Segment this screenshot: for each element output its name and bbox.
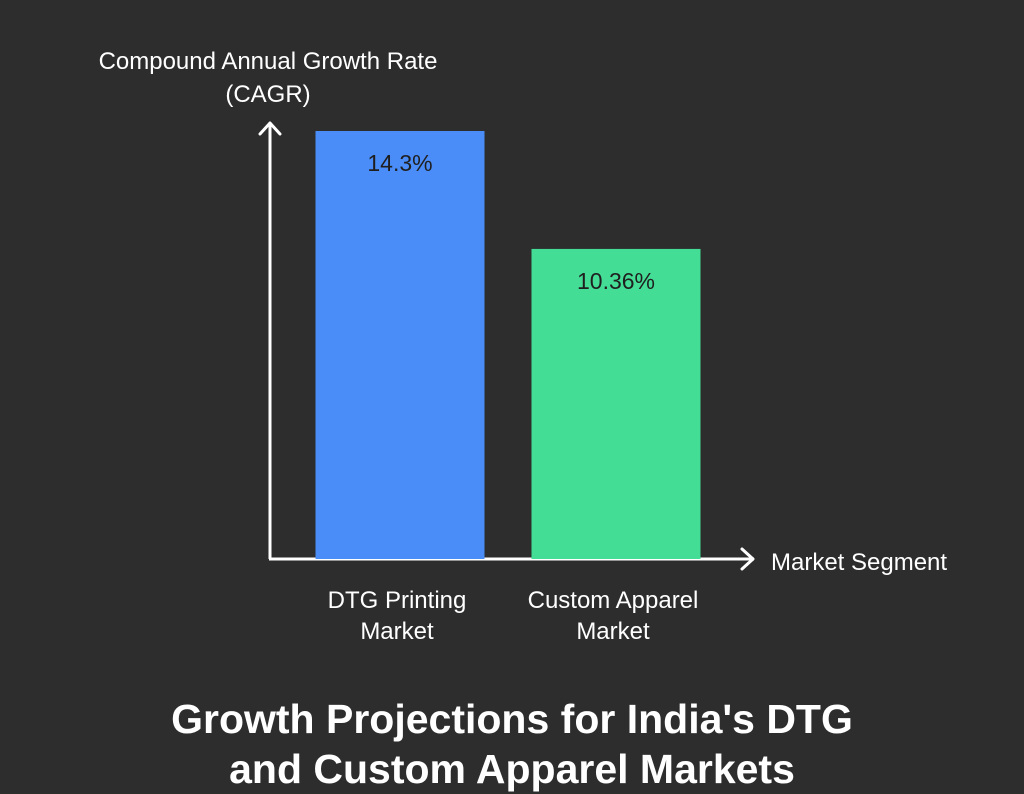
bar-dtg-printing-market [315, 131, 485, 559]
x-tick-label-dtg-printing-line-1: DTG Printing [328, 587, 467, 614]
chart-title-line-1: Growth Projections for India's DTG [171, 696, 853, 742]
chart-title-line-2: and Custom Apparel Markets [229, 746, 795, 792]
y-axis-arrowhead [258, 121, 282, 136]
data-label-dtg-printing-market: 14.3% [367, 150, 432, 176]
bar-chart: Compound Annual Growth Rate (CAGR) Marke… [99, 48, 948, 645]
data-label-custom-apparel-market: 10.36% [577, 268, 655, 294]
x-tick-label-custom-apparel-line-2: Market [576, 618, 650, 645]
chart-title: Growth Projections for India's DTG and C… [0, 694, 1024, 794]
x-axis-arrowhead [740, 547, 755, 571]
x-tick-label-dtg-printing-line-2: Market [360, 618, 434, 645]
bar-custom-apparel-market [531, 248, 701, 559]
bars-group: 14.3% 10.36% [315, 131, 701, 559]
x-tick-label-custom-apparel-line-1: Custom Apparel [528, 587, 699, 614]
y-axis-title-line-2: (CAGR) [225, 81, 310, 108]
y-axis-title-line-1: Compound Annual Growth Rate [99, 48, 438, 75]
x-axis-title: Market Segment [771, 549, 947, 576]
